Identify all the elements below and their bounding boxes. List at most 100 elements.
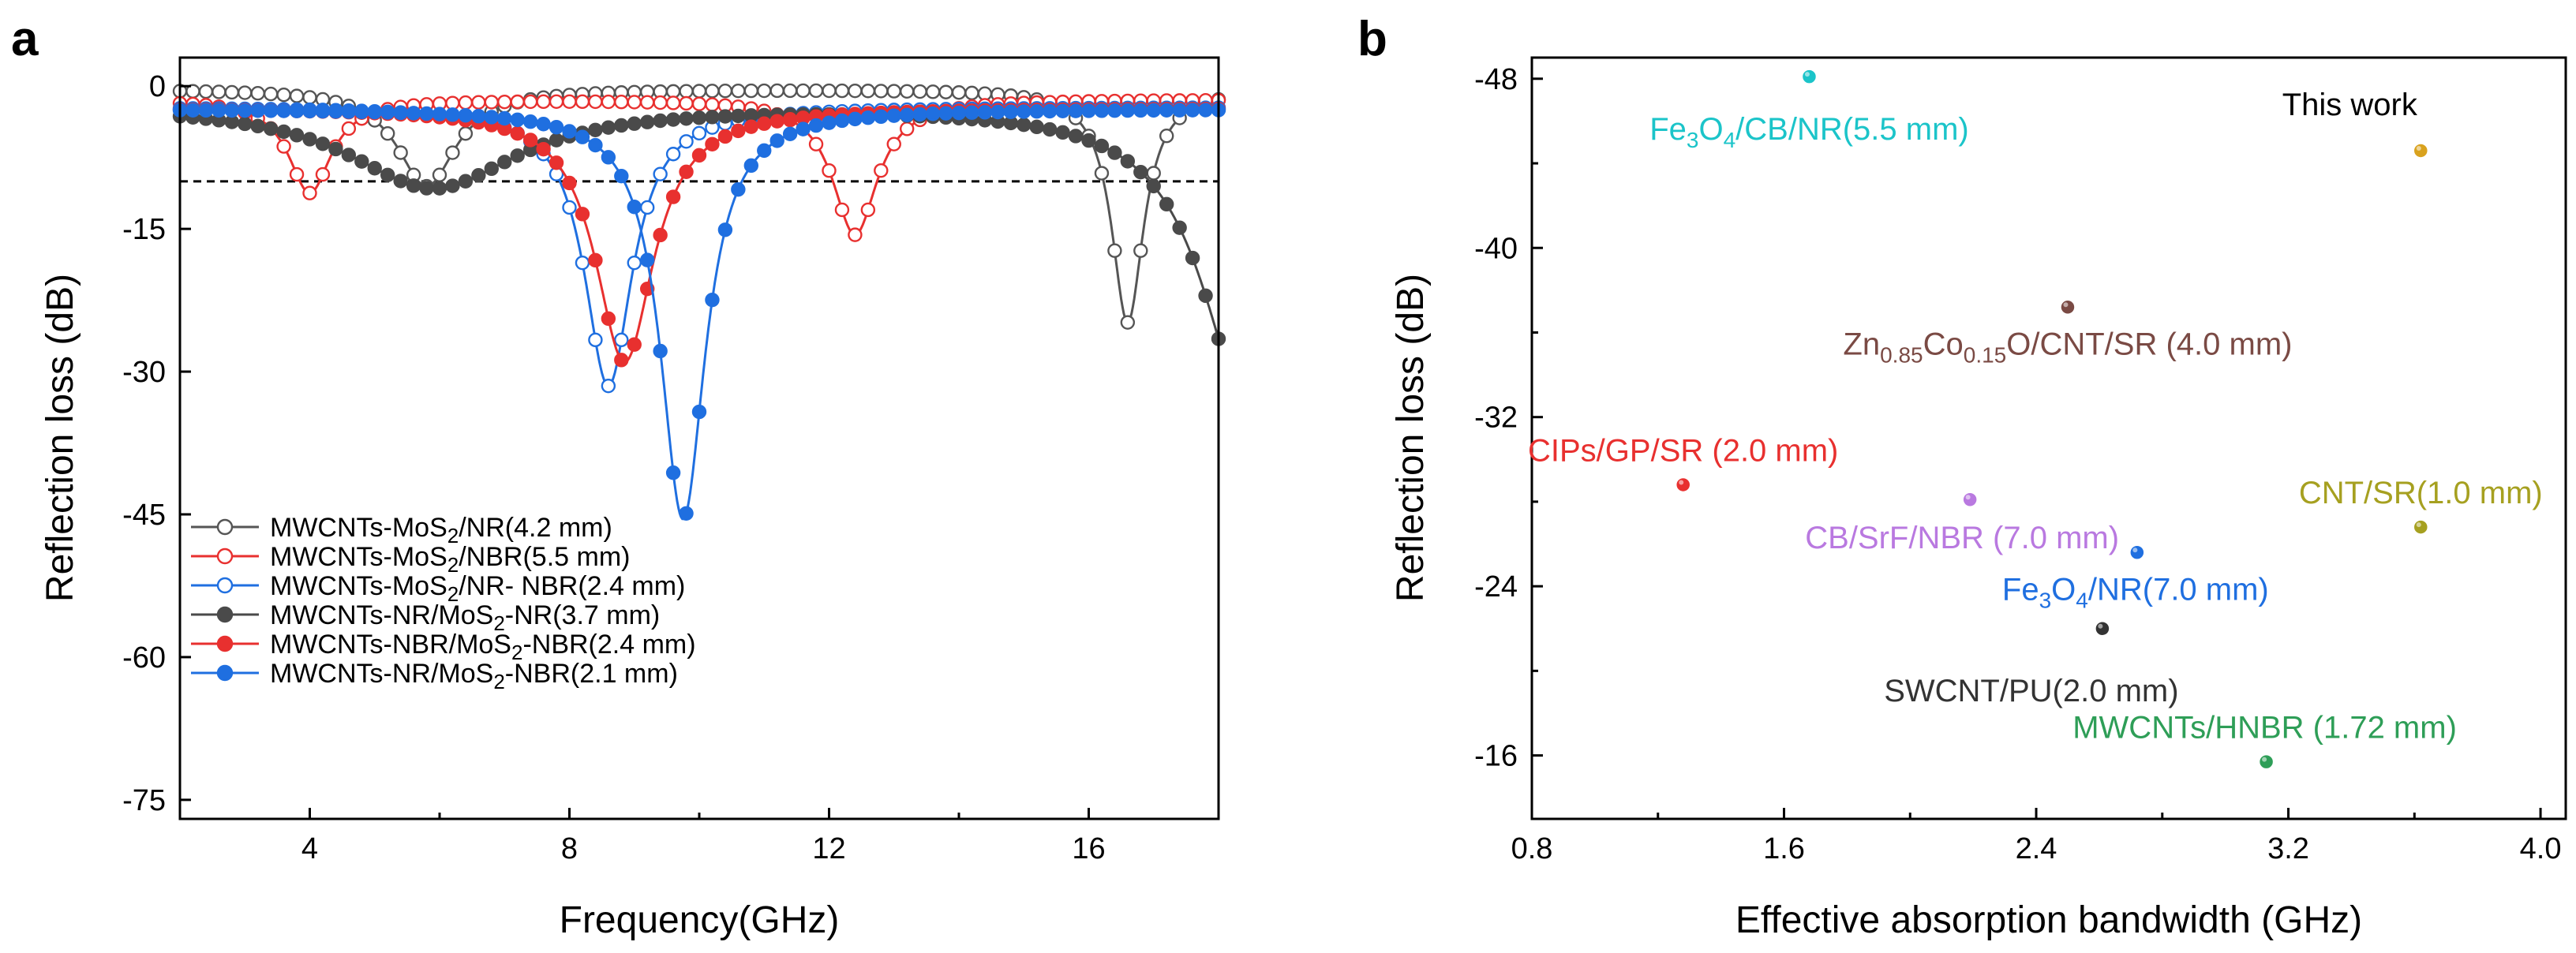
scatter-label-subscript: 0.15	[1964, 342, 2007, 367]
series-marker	[328, 104, 343, 119]
scatter-marker-highlight	[2262, 757, 2267, 762]
scatter-label: CNT/SR(1.0 mm)	[2299, 476, 2543, 510]
legend-entry: MWCNTs-MoS2/NR(4.2 mm)	[270, 513, 612, 548]
series-marker	[1055, 125, 1070, 140]
series-marker	[1017, 104, 1032, 119]
series-marker	[250, 103, 265, 118]
series-marker	[614, 353, 629, 368]
series-marker	[302, 90, 317, 105]
series-marker	[627, 337, 642, 352]
series-marker	[497, 94, 512, 110]
scatter-label: Fe3O4/NR(7.0 mm)	[2002, 572, 2269, 612]
chart-b-ytick-label: -24	[1474, 570, 1518, 604]
series-marker	[1107, 103, 1122, 118]
series-marker	[302, 185, 317, 200]
series-marker	[1094, 138, 1110, 154]
scatter-label-text: O	[2051, 572, 2076, 607]
series-marker	[627, 116, 642, 131]
series-marker	[964, 105, 979, 120]
legend-text-tail: -NR(3.7 mm)	[505, 600, 660, 630]
chart-a-ytick-label: -45	[122, 499, 166, 532]
series-marker	[886, 84, 901, 99]
series-marker	[562, 200, 577, 215]
scatter-label-text: CNT/SR(1.0 mm)	[2299, 476, 2543, 510]
series-marker	[367, 161, 382, 176]
legend-text-tail: /NR- NBR(2.4 mm)	[459, 571, 685, 601]
series-marker	[627, 95, 642, 110]
series-marker	[731, 83, 746, 99]
series-marker	[588, 252, 603, 268]
series-marker	[808, 83, 824, 99]
series-marker	[782, 112, 798, 127]
series-marker	[769, 133, 784, 148]
series-marker	[198, 84, 214, 99]
series-marker	[1146, 103, 1161, 118]
legend-marker	[216, 635, 234, 652]
scatter-marker-highlight	[1679, 480, 1684, 485]
series-marker	[536, 117, 551, 132]
scatter-marker-highlight	[1804, 72, 1810, 77]
series-marker	[705, 84, 720, 99]
scatter-label-subscript: 4	[2076, 588, 2088, 612]
legend-text: MWCNTs-NR/MoS	[270, 659, 493, 689]
chart-b-ytick-label: -32	[1474, 402, 1518, 435]
series-marker	[1120, 103, 1136, 118]
chart-b-xtick-label: 1.6	[1763, 832, 1805, 865]
series-marker	[588, 94, 603, 110]
series-marker	[782, 83, 798, 99]
series-marker	[185, 103, 200, 118]
series-marker	[341, 104, 357, 119]
series-marker	[1107, 145, 1122, 160]
scatter-label: MWCNTs/HNBR (1.72 mm)	[2072, 711, 2457, 746]
series-marker	[224, 103, 239, 118]
legend-subscript: 2	[447, 553, 459, 577]
scatter-marker-highlight	[1965, 495, 1971, 500]
series-marker	[562, 94, 577, 109]
series-marker	[1029, 119, 1044, 135]
scatter-label: CB/SrF/NBR (7.0 mm)	[1805, 521, 2119, 555]
series-marker	[1185, 250, 1200, 266]
chart-b-ytick-label: -16	[1474, 740, 1518, 773]
legend-marker	[216, 548, 234, 565]
series-marker	[263, 121, 279, 136]
series-marker	[341, 148, 357, 163]
series-marker	[743, 119, 758, 134]
series-marker	[1120, 315, 1136, 330]
legend-marker	[216, 606, 234, 623]
chart-a-ticks: 4 8 12 16 0 -15 -30 -45 -60 -75	[122, 70, 1220, 865]
scatter-point-8: MWCNTs/HNBR (1.72 mm)	[2072, 711, 2457, 770]
scatter-label: Fe3O4/CB/NR(5.5 mm)	[1649, 112, 1969, 152]
legend-text-tail: /NBR(5.5 mm)	[459, 542, 630, 572]
series-marker	[432, 181, 447, 196]
series-marker	[510, 112, 525, 128]
series-marker	[419, 106, 434, 121]
series-marker	[315, 136, 331, 151]
series-marker	[445, 178, 460, 193]
series-marker	[588, 137, 603, 153]
series-marker	[1081, 133, 1096, 148]
chart-a-frame	[178, 56, 1220, 820]
scatter-label-subscript: 3	[2039, 588, 2052, 612]
series-marker	[1159, 196, 1174, 212]
series-marker	[808, 136, 824, 151]
series-marker	[458, 126, 474, 141]
scatter-label-text: This work	[2282, 88, 2418, 122]
series-marker	[614, 118, 629, 133]
series-marker	[575, 207, 590, 222]
series-marker	[406, 178, 421, 193]
scatter-marker	[2060, 299, 2076, 316]
series-marker	[796, 83, 811, 99]
series-marker	[250, 118, 265, 134]
series-marker	[731, 123, 746, 139]
series-marker	[380, 125, 395, 141]
series-marker	[653, 95, 668, 110]
series-marker	[601, 311, 616, 327]
scatter-marker-highlight	[2098, 623, 2103, 629]
series-3	[172, 107, 1226, 346]
scatter-label-subscript: 4	[1724, 128, 1736, 152]
scatter-point-1: This work	[2282, 88, 2429, 159]
series-marker	[679, 134, 694, 149]
series-marker	[341, 121, 357, 136]
series-marker	[380, 105, 395, 120]
series-marker	[1172, 220, 1187, 235]
